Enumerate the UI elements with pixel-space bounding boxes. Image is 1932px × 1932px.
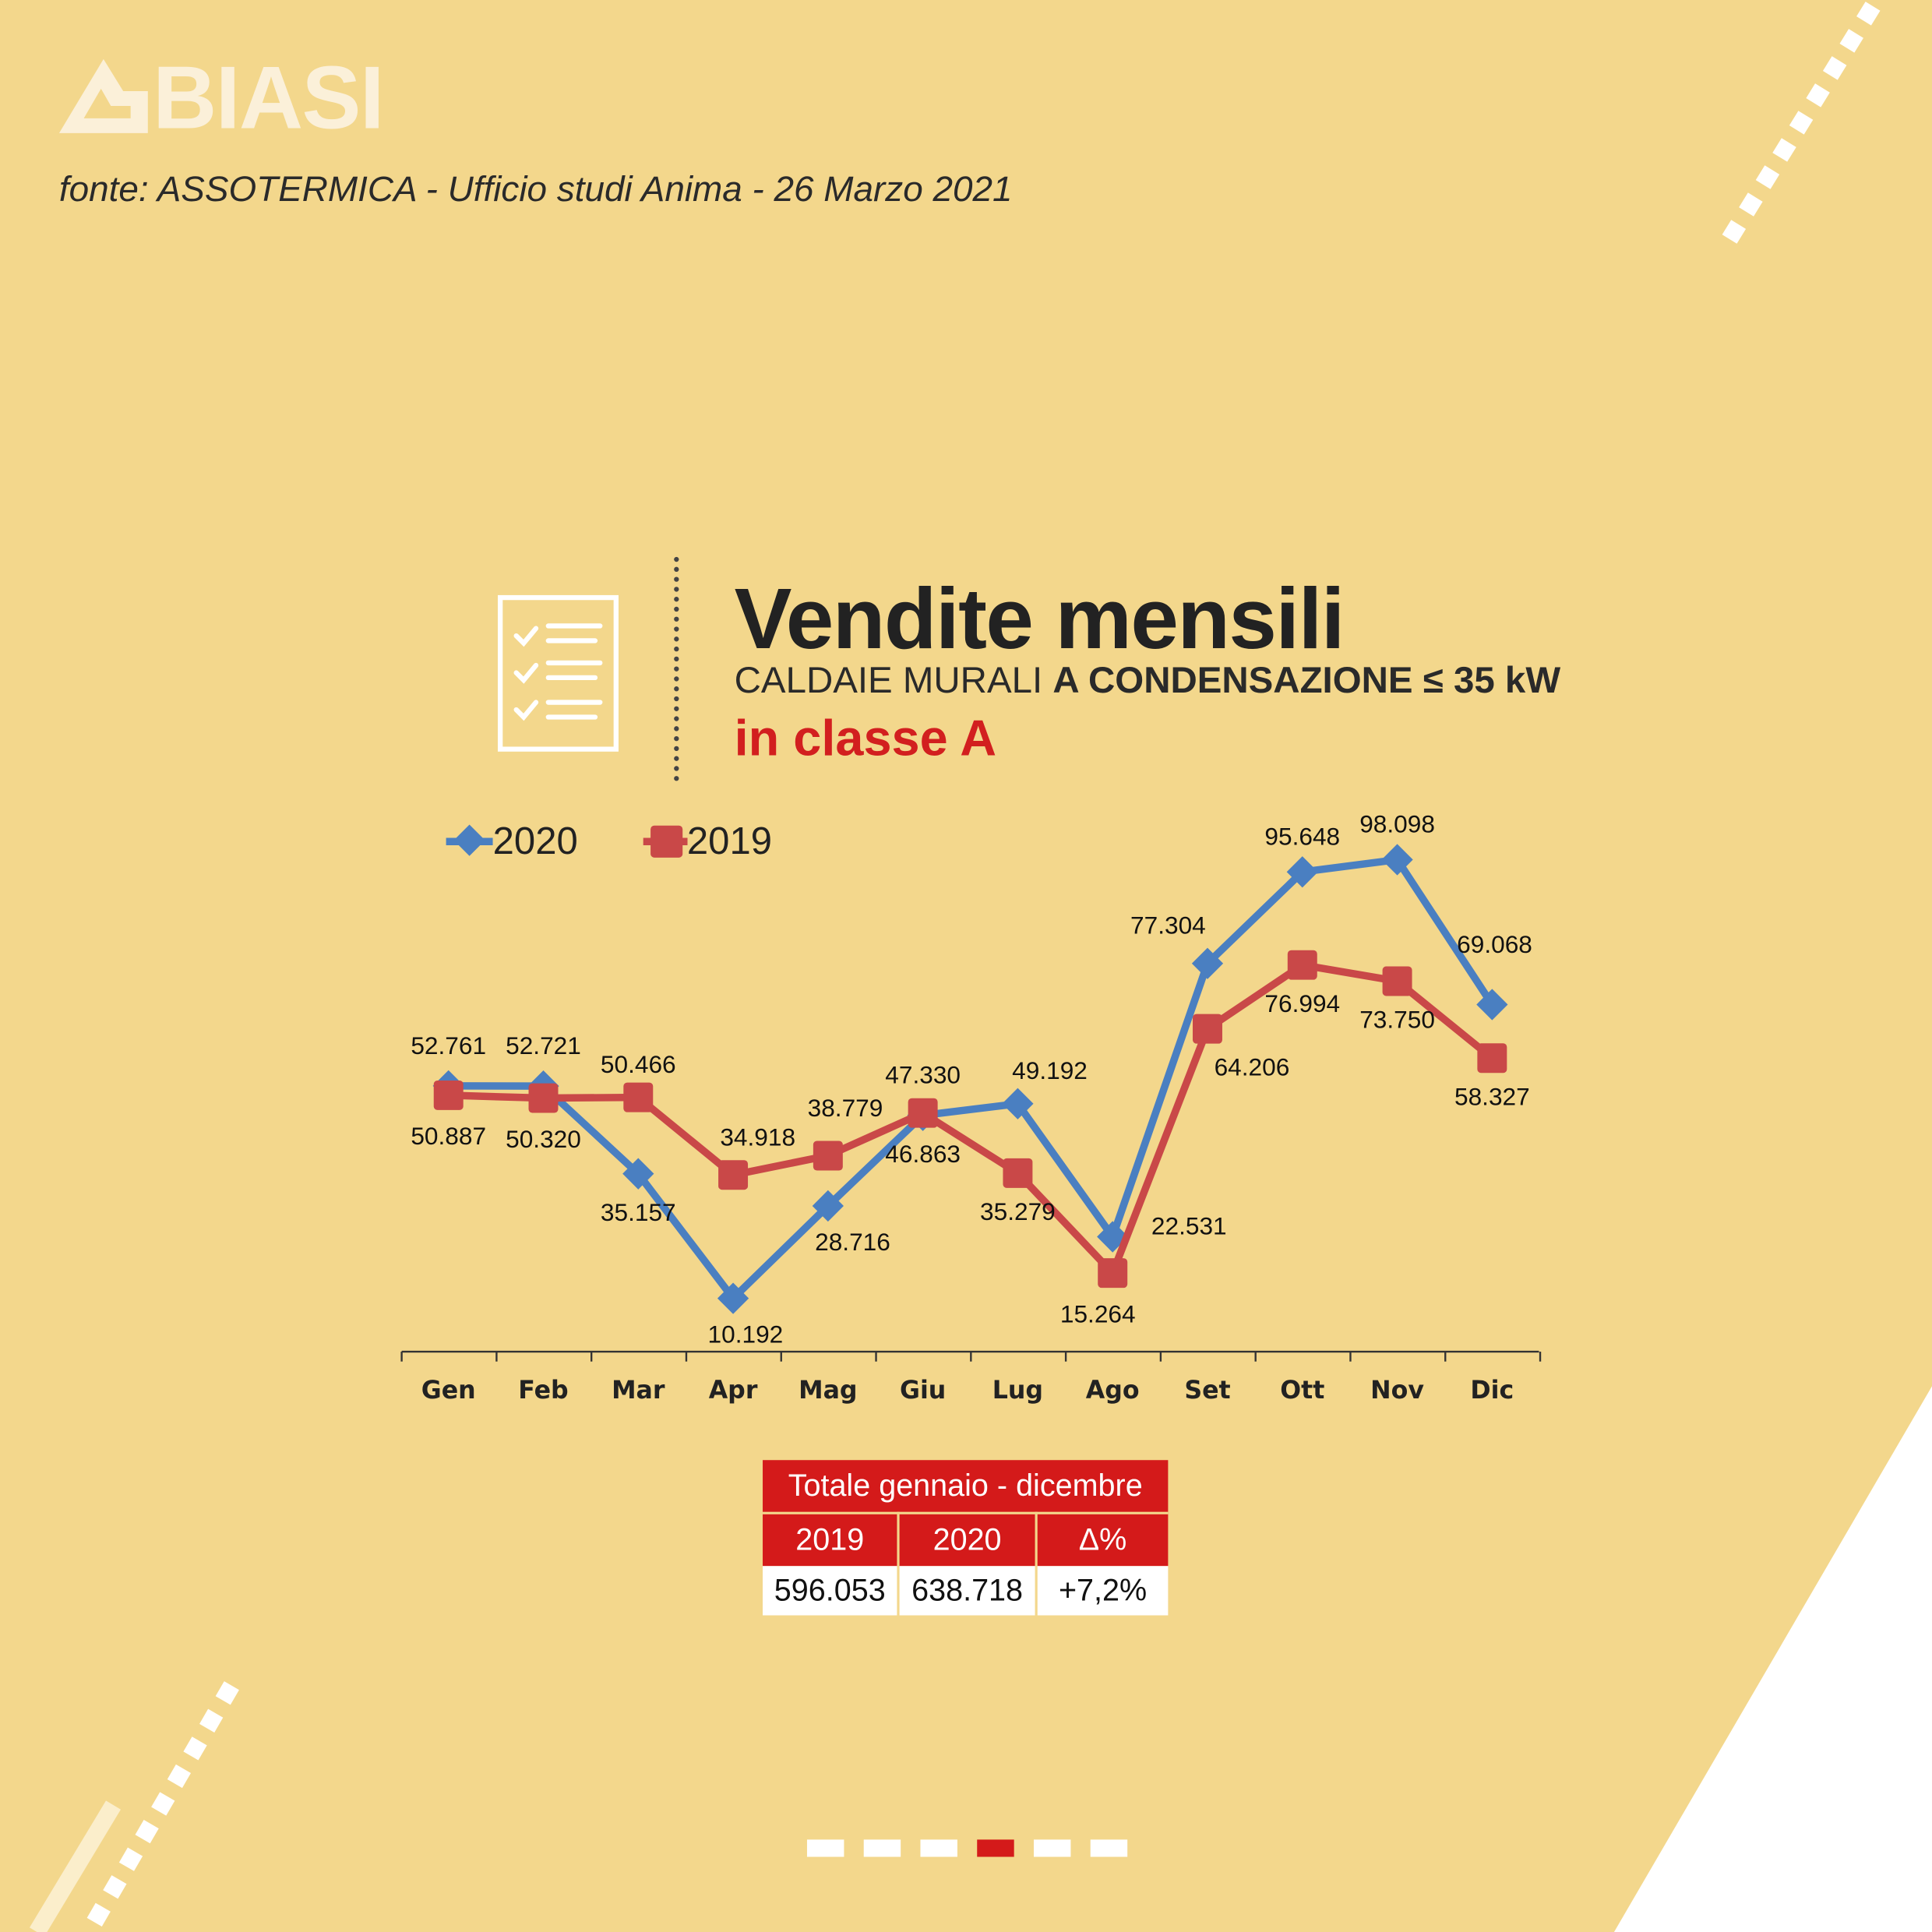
data-label-2020: 28.716 [815,1228,890,1256]
dashed-stripe-top [1717,2,1881,252]
x-tick-label: Giu [900,1377,946,1405]
legend-label: 2019 [686,819,772,863]
data-label-2019: 38.779 [808,1094,883,1122]
x-tick-label: Ago [1086,1377,1140,1405]
pagination-dot[interactable] [863,1839,901,1857]
data-label-2020: 49.192 [1012,1056,1088,1084]
data-point-2019 [813,1141,843,1171]
x-tick-label: Nov [1370,1377,1424,1405]
data-label-2020: 22.531 [1151,1211,1227,1239]
x-tick-label: Feb [518,1377,568,1405]
data-label-2020: 69.068 [1457,930,1532,958]
data-point-2020 [622,1158,654,1190]
series-line-2019 [448,961,1495,1277]
legend-item-2019: 2019 [642,819,772,864]
data-label-2019: 50.466 [601,1050,676,1078]
data-label-2020: 77.304 [1130,911,1206,940]
data-label-2020: 98.098 [1359,810,1435,838]
pagination-dot[interactable] [977,1839,1014,1857]
x-tick-label: Dic [1470,1377,1514,1405]
data-label-2020: 52.761 [411,1031,486,1059]
totals-value-delta: +7,2% [1036,1566,1169,1616]
x-tick-label: Set [1184,1377,1230,1405]
diamond-marker-icon [446,824,493,856]
subtitle-class: in classe A [734,710,997,767]
totals-value-2020: 638.718 [898,1566,1038,1616]
x-tick-label: Lug [992,1377,1043,1405]
data-label-2020: 10.192 [708,1320,784,1349]
light-stripe [29,1800,121,1932]
logo-mark-icon [58,58,148,133]
data-label-2020: 52.721 [506,1031,581,1059]
dotted-divider [674,556,679,781]
data-point-2019 [433,1080,464,1110]
data-point-2019 [1382,966,1412,996]
data-label-2019: 47.330 [885,1061,961,1089]
biasi-logo: BIASI [57,55,414,143]
legend-item-2020: 2020 [446,820,578,864]
data-label-2019: 64.206 [1215,1053,1290,1081]
x-tick-label: Mag [799,1377,857,1405]
totals-header-2020: 2020 [898,1513,1038,1567]
data-label-2019: 76.994 [1264,989,1340,1017]
data-point-2019 [908,1098,938,1128]
page-title: Vendite mensili [734,570,1345,667]
data-label-2020: 35.157 [601,1198,676,1226]
totals-title: Totale gennaio - dicembre [763,1460,1169,1514]
totals-header-delta: Δ% [1036,1513,1169,1567]
subtitle-bold: A CONDENSAZIONE ≤ 35 kW [1052,660,1561,701]
data-point-2020 [1002,1088,1034,1119]
data-point-2019 [1003,1158,1033,1188]
data-point-2019 [1098,1258,1128,1289]
x-tick-label: Mar [612,1377,665,1405]
pagination-dots [806,1839,1128,1857]
logo-text: BIASI [153,49,384,148]
totals-table: Totale gennaio - dicembre 2019 2020 Δ% 5… [763,1460,1169,1616]
data-label-2019: 15.264 [1060,1299,1136,1327]
data-label-2019: 35.279 [980,1197,1056,1225]
source-caption: fonte: ASSOTERMICA - Ufficio studi Anima… [58,170,1013,210]
data-label-2019: 73.750 [1359,1006,1435,1034]
totals-value-2019: 596.053 [763,1566,900,1616]
pagination-dot[interactable] [1090,1839,1128,1857]
subtitle-regular: CALDAIE MURALI [734,660,1053,701]
x-tick-label: Apr [709,1377,758,1405]
white-corner-triangle [1613,1386,1932,1932]
data-point-2019 [1193,1014,1222,1044]
legend: 2020 2019 [446,820,827,870]
x-tick-label: Ott [1280,1377,1324,1405]
data-label-2019: 34.918 [720,1123,795,1151]
series-line-2020 [448,855,1496,1303]
data-label-2020: 95.648 [1264,822,1340,850]
data-point-2019 [1477,1043,1507,1074]
x-tick-label: Gen [421,1377,476,1405]
subtitle: CALDAIE MURALI A CONDENSAZIONE ≤ 35 kW [735,661,1560,703]
totals-header-2019: 2019 [763,1513,900,1567]
data-label-2019: 50.320 [506,1125,581,1153]
dashed-stripe-bottom [81,1681,239,1932]
square-marker-icon [642,825,687,858]
data-point-2019 [528,1083,559,1113]
pagination-dot[interactable] [920,1839,957,1857]
pagination-dot[interactable] [806,1839,844,1857]
checklist-icon [497,594,619,752]
legend-label: 2020 [492,819,578,863]
data-point-2019 [718,1160,749,1190]
data-point-2019 [1287,950,1317,980]
data-label-2019: 58.327 [1454,1082,1530,1110]
pagination-dot[interactable] [1033,1839,1071,1857]
data-label-2019: 50.887 [411,1122,486,1150]
data-label-2020: 46.863 [885,1140,961,1168]
data-point-2019 [623,1082,654,1112]
